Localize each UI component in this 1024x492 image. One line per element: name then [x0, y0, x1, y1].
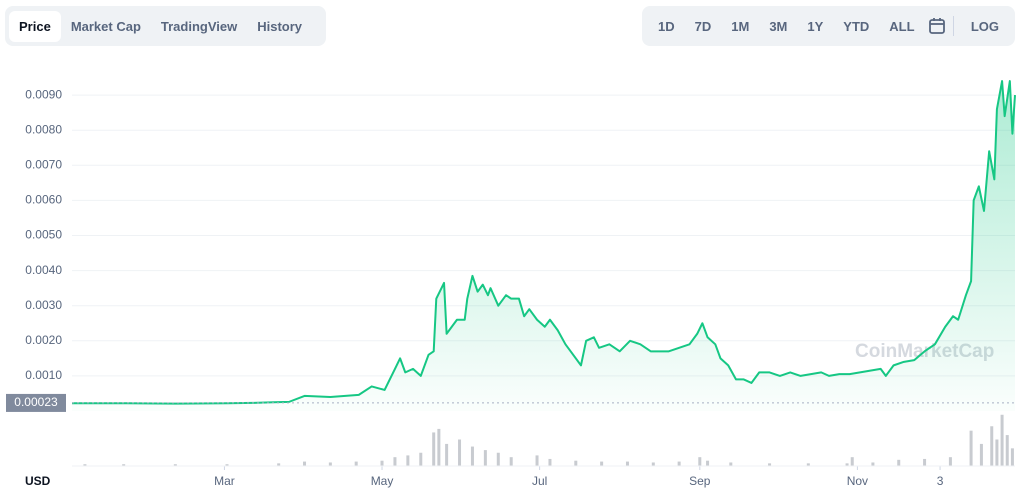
y-tick-label: 0.0020 — [25, 333, 62, 347]
volume-bar — [990, 426, 994, 466]
range-buttons: 1D 7D 1M 3M 1Y YTD ALL — [648, 11, 925, 42]
x-tick-label: May — [371, 474, 394, 488]
volume-bar — [173, 464, 177, 466]
volume-bar — [277, 463, 281, 466]
tab[interactable]: Market Cap — [70, 18, 141, 34]
volume-bar — [445, 443, 449, 466]
x-tick-label: 3 — [937, 474, 944, 488]
x-tick-label: Mar — [214, 474, 235, 488]
volume-bar — [548, 458, 552, 466]
volume-bar — [303, 461, 307, 466]
volume-bar — [437, 428, 441, 466]
range-button[interactable]: 1Y — [807, 18, 824, 34]
separator — [953, 16, 955, 36]
range-button[interactable]: 1M — [731, 18, 750, 34]
volume-bar — [1005, 435, 1009, 466]
volume-bar — [600, 461, 604, 466]
volume-bar — [625, 461, 629, 466]
range-button[interactable]: ALL — [889, 18, 915, 34]
volume-bar — [419, 452, 423, 466]
volume-bar — [850, 457, 854, 466]
volume-bar — [470, 446, 474, 466]
y-tick-label: 0.0050 — [25, 228, 62, 242]
x-tick-label: Nov — [847, 474, 868, 488]
tab-group: Price Market Cap TradingView History — [5, 6, 326, 46]
price-area — [72, 81, 1015, 411]
y-tick-label: 0.0080 — [25, 122, 62, 136]
volume-bar — [225, 464, 229, 466]
x-tick-label: Jul — [532, 474, 547, 488]
volume-bar — [1000, 414, 1004, 466]
tab[interactable]: Price — [9, 10, 61, 42]
tab[interactable]: History — [257, 18, 303, 34]
volume-bar — [806, 463, 810, 466]
y-tick-label: 0.0090 — [25, 87, 62, 101]
volume-bar — [380, 460, 384, 466]
y-tick-label: 0.0030 — [25, 298, 62, 312]
volume-bar — [871, 462, 875, 466]
volume-bar — [496, 452, 500, 466]
range-button[interactable]: YTD — [843, 18, 870, 34]
volume-bar — [768, 463, 772, 466]
volume-bar — [979, 443, 983, 466]
y-tick-label: 0.0060 — [25, 193, 62, 207]
volume-bar — [328, 462, 332, 466]
y-tick-label: 0.0070 — [25, 157, 62, 171]
volume-bar — [1010, 448, 1014, 466]
volume-bar — [969, 430, 973, 466]
volume-bar — [845, 463, 849, 466]
y-tick-label: 0.0010 — [25, 368, 62, 382]
volume-bar — [535, 455, 539, 466]
volume-bar — [995, 439, 999, 466]
volume-bar — [729, 462, 733, 466]
range-button[interactable]: 1D — [658, 18, 675, 34]
volume-bar — [483, 450, 487, 466]
reference-label: 0.00023 — [14, 395, 58, 409]
reference-label-box — [6, 393, 66, 412]
volume-bar — [432, 432, 436, 466]
volume-bar — [122, 464, 126, 466]
calendar-icon[interactable] — [927, 16, 947, 36]
y-tick-label: 0.0040 — [25, 263, 62, 277]
volume-bar — [897, 459, 901, 466]
volume-bar — [406, 455, 410, 466]
volume-bar — [574, 460, 578, 466]
tab[interactable]: TradingView — [160, 18, 238, 34]
volume-bar — [706, 460, 710, 466]
price-line — [72, 80, 1016, 405]
volume-bar — [393, 457, 397, 466]
volume-bar — [651, 462, 655, 466]
range-button[interactable]: 3M — [769, 18, 788, 34]
volume-bar — [948, 457, 952, 466]
volume-bar — [923, 458, 927, 466]
volume-bar — [698, 457, 702, 466]
currency-label: USD — [25, 474, 51, 488]
range-group: 1D 7D 1M 3M 1Y YTD ALL LOG — [642, 6, 1015, 46]
log-button[interactable]: LOG — [970, 18, 999, 34]
range-button[interactable]: 7D — [694, 18, 712, 34]
volume-bar — [677, 461, 681, 466]
volume-bar — [509, 457, 513, 466]
volume-bar — [458, 439, 462, 466]
volume-bar — [354, 461, 358, 466]
x-tick-label: Sep — [689, 474, 711, 488]
volume-bar — [83, 464, 87, 466]
